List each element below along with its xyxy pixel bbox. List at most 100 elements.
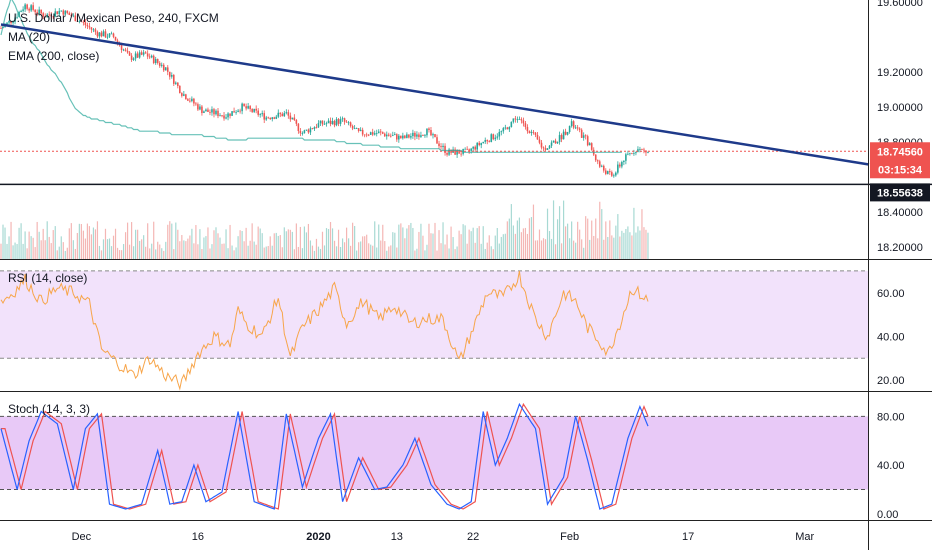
candle-body xyxy=(361,129,364,135)
rsi-pane[interactable]: RSI (14, close) xyxy=(0,270,868,391)
candle-body xyxy=(381,132,384,134)
rsi-indicator-label[interactable]: RSI (14, close) xyxy=(8,271,87,285)
volume-bar xyxy=(175,222,177,259)
descending-trendline[interactable] xyxy=(0,23,870,166)
stoch-tick-label: 40.00 xyxy=(877,460,905,472)
candle-body xyxy=(426,128,428,136)
candle-body xyxy=(400,135,402,139)
volume-bar xyxy=(40,240,42,259)
candle-body xyxy=(195,103,197,105)
candle-body xyxy=(261,113,264,115)
volume-bar xyxy=(92,227,95,259)
volume-bar xyxy=(544,239,547,259)
candle-body xyxy=(58,10,61,15)
candle-body xyxy=(536,134,539,140)
candle-body xyxy=(193,98,195,104)
candle-body xyxy=(410,136,412,138)
candle-body xyxy=(78,21,81,22)
price-axis-background[interactable] xyxy=(868,0,932,550)
candle-body xyxy=(420,135,422,138)
candle-body xyxy=(422,135,424,136)
volume-bar xyxy=(155,249,157,259)
candle-body xyxy=(594,154,597,161)
candle-body xyxy=(436,137,438,144)
candle-body xyxy=(554,140,557,144)
volume-bar xyxy=(554,244,557,259)
candle-body xyxy=(245,106,247,109)
candle-body xyxy=(199,106,201,110)
candle-body xyxy=(72,15,75,17)
candle-body xyxy=(100,32,103,37)
stoch-pane[interactable]: Stoch (14, 3, 3) xyxy=(0,402,868,510)
volume-bar xyxy=(615,225,617,259)
candle-body xyxy=(44,16,47,18)
volume-bar xyxy=(34,247,36,259)
price-pane[interactable]: U.S. Dollar / Mexican Peso, 240, FXCM MA… xyxy=(0,0,932,259)
candle-body xyxy=(237,110,239,112)
volume-bar xyxy=(426,244,428,259)
candle-body xyxy=(102,31,105,37)
volume-bar xyxy=(291,231,293,259)
ma-indicator-label[interactable]: MA (20) xyxy=(8,30,50,44)
candle-body xyxy=(327,120,330,124)
volume-bar xyxy=(4,227,6,259)
candle-body xyxy=(625,154,627,161)
volume-bar xyxy=(542,238,545,259)
volume-bar xyxy=(522,228,525,259)
volume-bar xyxy=(237,236,239,259)
candle-body xyxy=(375,133,378,134)
volume-bar xyxy=(259,228,261,259)
stoch-indicator-label[interactable]: Stoch (14, 3, 3) xyxy=(8,402,90,416)
candle-body xyxy=(156,59,159,63)
candle-body xyxy=(504,127,507,129)
candle-body xyxy=(604,170,607,174)
candle-body xyxy=(189,100,191,102)
ema-indicator-label[interactable]: EMA (200, close) xyxy=(8,49,99,63)
volume-bar xyxy=(629,232,631,259)
bar-countdown: 03:15:34 xyxy=(878,164,923,176)
volume-bar xyxy=(464,225,466,259)
candle-body xyxy=(166,67,169,72)
candle-body xyxy=(432,134,434,136)
candle-body xyxy=(42,13,44,17)
candle-body xyxy=(281,113,284,117)
candle-body xyxy=(239,110,241,112)
volume-bar xyxy=(108,238,111,259)
candle-body xyxy=(470,148,472,151)
volume-bar xyxy=(352,222,354,259)
volume-bar xyxy=(601,209,603,259)
candle-body xyxy=(456,150,458,155)
volume-bar xyxy=(331,228,334,259)
candle-body xyxy=(303,130,306,134)
candle-body xyxy=(647,152,649,153)
volume-bar xyxy=(131,222,133,259)
candle-body xyxy=(313,127,316,129)
volume-bar xyxy=(454,249,456,259)
volume-bar xyxy=(524,227,527,259)
candle-body xyxy=(394,134,396,136)
candle-body xyxy=(617,164,619,173)
volume-bar xyxy=(611,235,613,259)
candle-body xyxy=(255,108,257,111)
volume-bar xyxy=(374,221,376,259)
volume-bar xyxy=(161,248,163,259)
candle-body xyxy=(414,132,416,137)
candle-body xyxy=(90,27,93,30)
volume-bar xyxy=(354,226,356,259)
candle-body xyxy=(197,104,199,110)
volume-bar xyxy=(159,244,161,259)
candle-body xyxy=(64,10,67,15)
volume-bar xyxy=(133,246,135,259)
candle-body xyxy=(321,120,324,125)
volume-bar xyxy=(255,244,257,259)
volume-bar xyxy=(456,246,458,259)
volume-bar xyxy=(171,223,173,259)
volume-bar xyxy=(189,235,191,259)
candle-body xyxy=(40,9,42,14)
volume-bar xyxy=(163,250,165,259)
volume-bar xyxy=(0,243,2,259)
volume-bar xyxy=(70,223,72,259)
candle-body xyxy=(6,22,8,25)
candle-body xyxy=(38,9,40,14)
